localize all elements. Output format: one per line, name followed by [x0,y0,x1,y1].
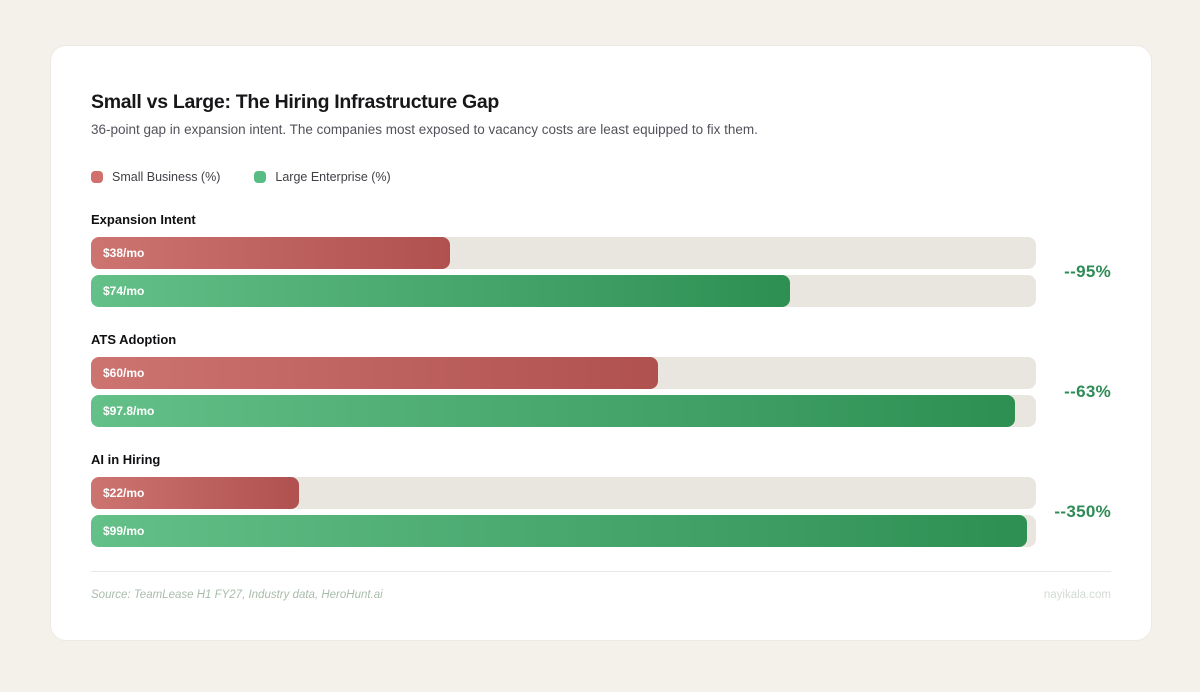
brand-watermark: nayikala.com [1043,589,1111,601]
bar-value-label: $60/mo [103,366,145,380]
legend-item: Small Business (%) [91,170,220,184]
category-label: Expansion Intent [91,212,196,227]
bar-row: $74/mo [91,275,1036,307]
gap-annotation: --63% [1064,382,1111,401]
legend-item: Large Enterprise (%) [254,170,391,184]
small-business-swatch-icon [91,171,103,183]
bar-row: $97.8/mo [91,395,1036,427]
bar-large-enterprise: $99/mo [91,515,1027,547]
gap-annotation: --95% [1064,262,1111,281]
bar-large-enterprise: $74/mo [91,275,791,307]
bar-row: $60/mo [91,357,1036,389]
bar-chart: Expansion Intent $38/mo $74/mo --95% ATS Ado… [91,212,1111,547]
legend-label: Small Business (%) [112,170,221,184]
bar-group: ATS Adoption $60/mo $97.8/mo --63% [91,332,1113,427]
bar-value-label: $99/mo [103,524,145,538]
bar-row: $38/mo [91,237,1036,269]
category-label: ATS Adoption [91,332,177,347]
bar-value-label: $97.8/mo [103,404,155,418]
footer: Source: TeamLease H1 FY27, Industry data… [91,571,1111,601]
bar-value-label: $38/mo [103,246,145,260]
legend: Small Business (%) Large Enterprise (%) [91,170,1111,184]
bar-small-business: $38/mo [91,237,451,269]
bar-small-business: $22/mo [91,477,299,509]
bar-row: $22/mo [91,477,1036,509]
bar-row: $99/mo [91,515,1036,547]
chart-subtitle: 36-point gap in expansion intent. The co… [91,122,758,137]
legend-label: Large Enterprise (%) [275,170,391,184]
bar-group: AI in Hiring $22/mo $99/mo --350% [91,452,1113,547]
gap-annotation: --350% [1054,502,1111,521]
bar-group: Expansion Intent $38/mo $74/mo --95% [91,212,1113,307]
category-label: AI in Hiring [91,452,161,467]
bar-small-business: $60/mo [91,357,658,389]
bar-value-label: $74/mo [103,284,145,298]
bar-value-label: $22/mo [103,486,145,500]
bar-large-enterprise: $97.8/mo [91,395,1016,427]
chart-card: Small vs Large: The Hiring Infrastructur… [50,45,1152,641]
source-note: Source: TeamLease H1 FY27, Industry data… [91,589,383,601]
chart-title: Small vs Large: The Hiring Infrastructur… [91,91,500,113]
large-enterprise-swatch-icon [254,171,267,183]
